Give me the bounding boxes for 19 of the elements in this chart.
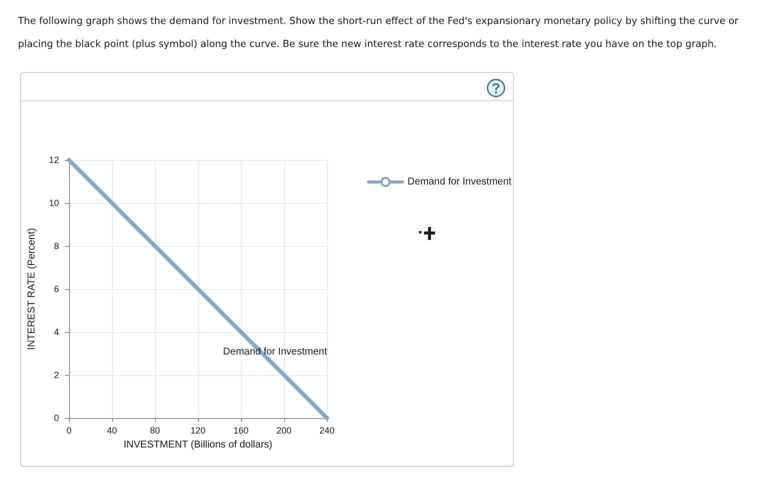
x-tick-label: 80 <box>150 426 160 436</box>
y-tick-label: 4 <box>54 327 59 337</box>
text: Demand for Investment <box>223 346 327 358</box>
y-tick-label: 10 <box>48 198 59 208</box>
x-tick-label: 40 <box>106 426 118 436</box>
y-axis-title: INTEREST RATE (Percent) <box>26 228 38 350</box>
x-tick-label: 0 <box>66 426 72 436</box>
x-axis-title: INVESTMENT (Billions of dollars) <box>124 440 272 450</box>
y-tick-label: 2 <box>54 370 59 380</box>
legend-label: Demand for Investment <box>408 176 512 188</box>
x-tick-label: 240 <box>319 426 335 436</box>
x-tick-label: 200 <box>276 426 292 436</box>
y-tick-label: 12 <box>48 155 59 165</box>
x-tick-label: 120 <box>190 426 206 436</box>
x-tick-label: 160 <box>233 426 249 436</box>
y-tick-label: 8 <box>54 241 59 251</box>
y-tick-label: 0 <box>54 413 59 423</box>
chart-title: The following graph shows the demand for investment. Show the short-run effect of the Fed's expansionary monetary policy by shifting the curve or placing the black point (plus symbol) along the curve. Be sure the new interest rate corresponds to the interest rate you have on the top graph. <box>18 16 738 50</box>
y-tick-label: 6 <box>54 284 59 294</box>
